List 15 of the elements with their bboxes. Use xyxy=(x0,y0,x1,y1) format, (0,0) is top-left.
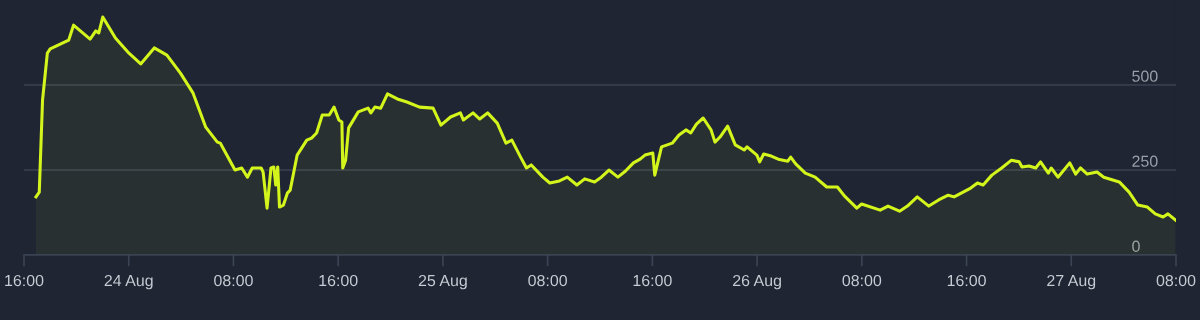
y-tick-label: 500 xyxy=(1132,70,1158,82)
x-tick-label: 08:00 xyxy=(214,274,253,287)
x-tick-label: 16:00 xyxy=(947,274,986,287)
x-tick-label: 25 Aug xyxy=(418,274,467,290)
y-tick-label: 0 xyxy=(1132,240,1140,252)
x-tick-label: 27 Aug xyxy=(1047,274,1096,290)
x-tick-label: 16:00 xyxy=(5,274,44,287)
x-tick-label: 08:00 xyxy=(1156,274,1196,287)
y-tick-label: 250 xyxy=(1132,155,1158,167)
x-tick-label: 16:00 xyxy=(319,274,358,287)
x-tick-label: 16:00 xyxy=(633,274,672,287)
x-tick-label: 24 Aug xyxy=(104,274,153,290)
x-tick-label: 26 Aug xyxy=(733,274,781,290)
x-tick-label: 08:00 xyxy=(528,274,567,287)
x-tick-label: 08:00 xyxy=(842,274,882,287)
